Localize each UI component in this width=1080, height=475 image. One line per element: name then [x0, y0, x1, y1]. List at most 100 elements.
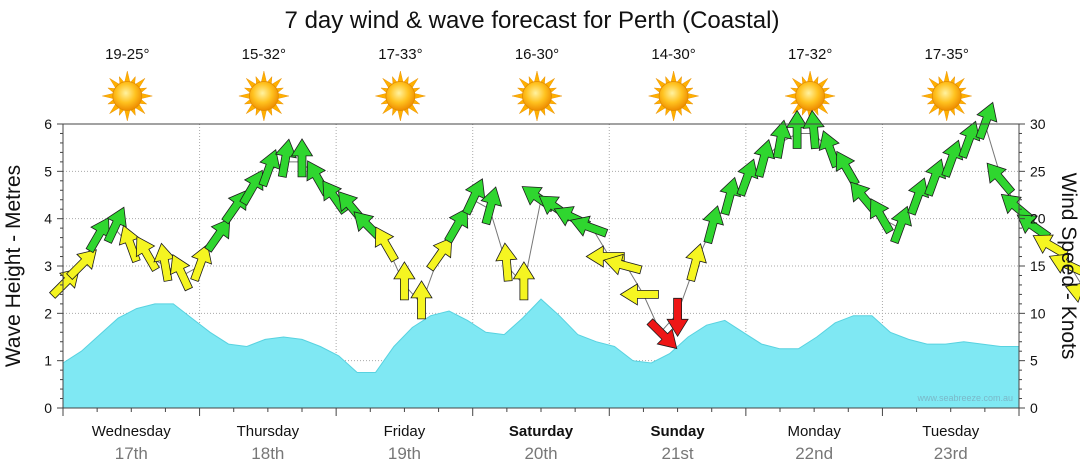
wind-arrow — [975, 101, 998, 140]
sun-ray — [534, 70, 540, 83]
sun-ray — [238, 93, 251, 99]
temperature-label: 15-32° — [242, 46, 286, 63]
day-label: Monday — [787, 423, 841, 440]
sun-ray — [648, 93, 660, 99]
wind-arrow — [444, 207, 469, 244]
date-label: 18th — [251, 444, 284, 463]
sun-disc — [385, 81, 416, 111]
sunny-icon — [375, 70, 426, 122]
sun-ray — [534, 109, 540, 122]
wind-arrow — [907, 177, 930, 216]
day-label: Wednesday — [92, 423, 171, 440]
wind-arrow — [1048, 253, 1080, 277]
wind-arrow — [869, 198, 894, 235]
wind-arrow — [785, 109, 809, 149]
wind-arrow — [569, 215, 609, 238]
y-tick-label: 2 — [44, 305, 52, 321]
wind-arrow — [769, 119, 793, 159]
day-label: Tuesday — [922, 423, 979, 440]
temperature-label: 16-30° — [515, 46, 559, 63]
sun-disc — [931, 81, 962, 111]
wind-arrow — [239, 169, 264, 206]
y2-tick-label: 0 — [1030, 400, 1038, 416]
sun-ray — [124, 109, 131, 122]
sun-ray — [261, 109, 267, 122]
y-tick-label: 0 — [44, 400, 52, 416]
wind-arrow — [374, 226, 399, 263]
y-tick-label: 1 — [44, 353, 52, 369]
sun-ray — [921, 93, 933, 99]
date-label: 20th — [524, 444, 557, 463]
sun-ray — [397, 70, 404, 83]
wind-arrow — [802, 109, 825, 150]
sun-ray — [277, 93, 289, 99]
wind-arrows — [48, 101, 1080, 350]
day-label: Friday — [384, 423, 426, 440]
day-label: Saturday — [509, 423, 574, 440]
sun-ray — [414, 93, 426, 99]
sun-ray — [687, 93, 699, 99]
y-tick-label: 6 — [44, 116, 52, 132]
wind-arrow — [890, 205, 912, 245]
day-label: Sunday — [650, 423, 705, 440]
wind-arrow — [736, 158, 759, 197]
wind-arrow — [666, 297, 689, 338]
wind-arrow — [290, 138, 314, 178]
wind-arrow — [924, 158, 947, 197]
y2-tick-label: 25 — [1030, 163, 1046, 179]
wind-arrow — [258, 148, 281, 188]
sunny-icon — [102, 70, 153, 122]
y-tick-label: 4 — [44, 211, 52, 227]
date-label: 22nd — [795, 444, 833, 463]
y2-tick-label: 5 — [1030, 353, 1038, 369]
sun-disc — [658, 81, 689, 111]
sunny-icon — [648, 70, 699, 122]
sun-ray — [960, 93, 972, 99]
sun-ray — [511, 93, 524, 99]
sun-ray — [141, 93, 153, 99]
y-tick-label: 5 — [44, 163, 52, 179]
temperature-label: 17-35° — [925, 46, 969, 63]
sunny-icon — [238, 70, 289, 122]
left-axis-label: Wave Height - Metres — [2, 165, 25, 367]
sun-ray — [807, 70, 813, 83]
wind-arrow — [204, 218, 231, 253]
sun-ray — [397, 109, 404, 122]
wave-height-area — [62, 298, 1020, 409]
wind-arrow — [410, 280, 433, 320]
wind-arrow — [480, 186, 503, 226]
wind-arrow — [646, 318, 678, 350]
wind-arrow — [958, 120, 981, 159]
wind-arrow — [585, 245, 625, 268]
right-axis-label: Wind Speed - Knots — [1057, 173, 1080, 360]
right-axis-ticks: 0 5 10 15 20 25 30 — [1019, 116, 1046, 416]
sun-ray — [943, 109, 950, 122]
temperature-label: 14-30° — [651, 46, 695, 63]
wind-arrow — [702, 205, 724, 245]
wind-arrow — [603, 253, 643, 276]
temperature-label: 17-32° — [788, 46, 832, 63]
wind-arrow — [66, 249, 97, 281]
wind-arrow — [753, 138, 776, 178]
sunny-icon — [511, 70, 563, 122]
sun-ray — [375, 93, 387, 99]
temperature-row: 19-25° 15-32° 17-33° 16-30° 14-30° 17-32° 17-3… — [105, 46, 969, 63]
date-label: 17th — [115, 444, 148, 463]
sun-disc — [248, 81, 279, 111]
chart-title: 7 day wind & wave forecast for Perth (Co… — [285, 7, 780, 34]
sun-ray — [943, 70, 950, 83]
sun-disc — [795, 81, 825, 111]
sun-ray — [785, 93, 797, 99]
temperature-label: 17-33° — [378, 46, 422, 63]
sun-ray — [102, 93, 114, 99]
y2-tick-label: 30 — [1030, 116, 1046, 132]
sunny-icon — [921, 70, 972, 122]
wind-arrow — [941, 139, 964, 178]
wind-arrow — [190, 243, 213, 282]
wind-arrow — [619, 283, 659, 306]
sun-ray — [823, 93, 836, 99]
wind-arrow — [685, 243, 707, 283]
wind-arrow — [512, 261, 536, 301]
y2-tick-label: 10 — [1030, 305, 1046, 321]
